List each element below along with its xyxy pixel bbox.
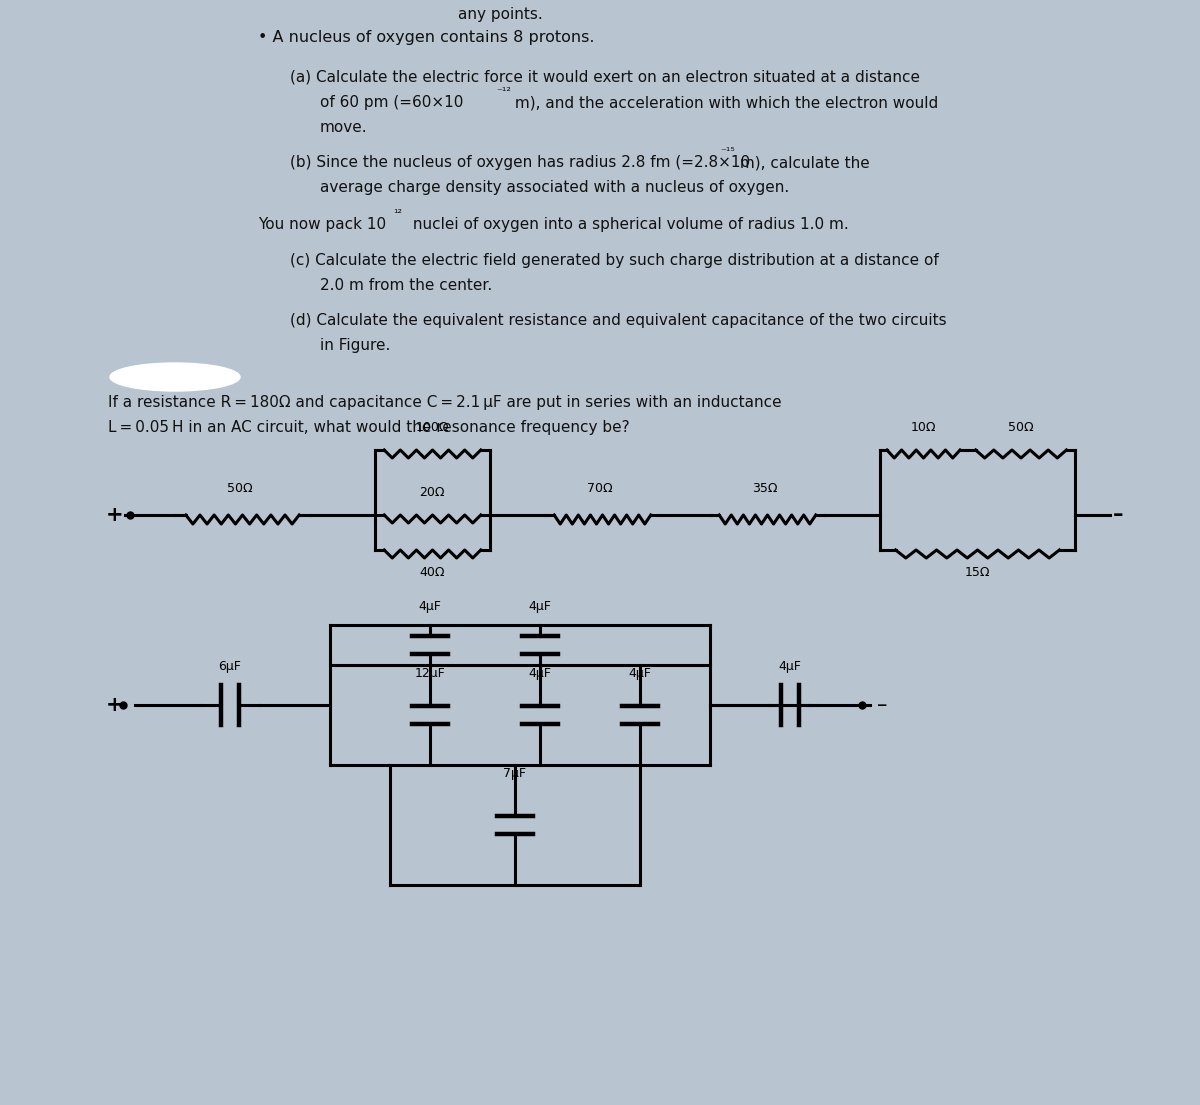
Text: in Figure.: in Figure. <box>320 338 390 352</box>
Text: any points.: any points. <box>457 7 542 22</box>
Text: (c) Calculate the electric field generated by such charge distribution at a dist: (c) Calculate the electric field generat… <box>290 253 938 269</box>
Text: 10Ω: 10Ω <box>911 421 936 434</box>
Text: 40Ω: 40Ω <box>419 566 445 579</box>
Text: 100Ω: 100Ω <box>415 421 449 434</box>
Text: 4μF: 4μF <box>528 600 552 613</box>
Ellipse shape <box>110 364 240 391</box>
Text: 4μF: 4μF <box>528 667 552 680</box>
Text: (a) Calculate the electric force it would exert on an electron situated at a dis: (a) Calculate the electric force it woul… <box>290 70 920 85</box>
Text: ¹²: ¹² <box>394 209 402 219</box>
Text: (b) Since the nucleus of oxygen has radius 2.8 fm (=2.8×10: (b) Since the nucleus of oxygen has radi… <box>290 155 750 170</box>
Text: +: + <box>106 505 124 525</box>
Text: ⁻¹⁵: ⁻¹⁵ <box>720 147 734 157</box>
Text: You now pack 10: You now pack 10 <box>258 217 386 232</box>
Text: If a resistance R = 180Ω and capacitance C = 2.1 μF are put in series with an in: If a resistance R = 180Ω and capacitance… <box>108 394 781 410</box>
Text: 50Ω: 50Ω <box>1008 421 1034 434</box>
Text: 4μF: 4μF <box>419 600 442 613</box>
Text: of 60 pm (=60×10: of 60 pm (=60×10 <box>320 95 463 110</box>
Text: move.: move. <box>320 120 367 135</box>
Text: –: – <box>1112 505 1123 525</box>
Text: 35Ω: 35Ω <box>752 482 778 495</box>
Text: nuclei of oxygen into a spherical volume of radius 1.0 m.: nuclei of oxygen into a spherical volume… <box>408 217 848 232</box>
Text: m), calculate the: m), calculate the <box>734 155 870 170</box>
Text: 7μF: 7μF <box>504 767 527 780</box>
Text: –: – <box>877 695 887 715</box>
Text: ⁻¹²: ⁻¹² <box>496 87 511 97</box>
Text: L = 0.05 H in an AC circuit, what would the resonance frequency be?: L = 0.05 H in an AC circuit, what would … <box>108 420 630 435</box>
Text: 4μF: 4μF <box>629 667 652 680</box>
Text: 12μF: 12μF <box>415 667 445 680</box>
Text: • A nucleus of oxygen contains 8 protons.: • A nucleus of oxygen contains 8 protons… <box>258 30 594 45</box>
Text: +: + <box>106 695 124 715</box>
Text: average charge density associated with a nucleus of oxygen.: average charge density associated with a… <box>320 180 790 194</box>
Text: 4μF: 4μF <box>779 660 802 673</box>
Text: 70Ω: 70Ω <box>587 482 613 495</box>
Text: m), and the acceleration with which the electron would: m), and the acceleration with which the … <box>510 95 938 110</box>
Text: 6μF: 6μF <box>218 660 241 673</box>
Text: 15Ω: 15Ω <box>965 566 990 579</box>
Text: 20Ω: 20Ω <box>419 486 445 499</box>
Text: (d) Calculate the equivalent resistance and equivalent capacitance of the two ci: (d) Calculate the equivalent resistance … <box>290 313 947 328</box>
Text: 2.0 m from the center.: 2.0 m from the center. <box>320 278 492 293</box>
Text: 50Ω: 50Ω <box>227 482 253 495</box>
